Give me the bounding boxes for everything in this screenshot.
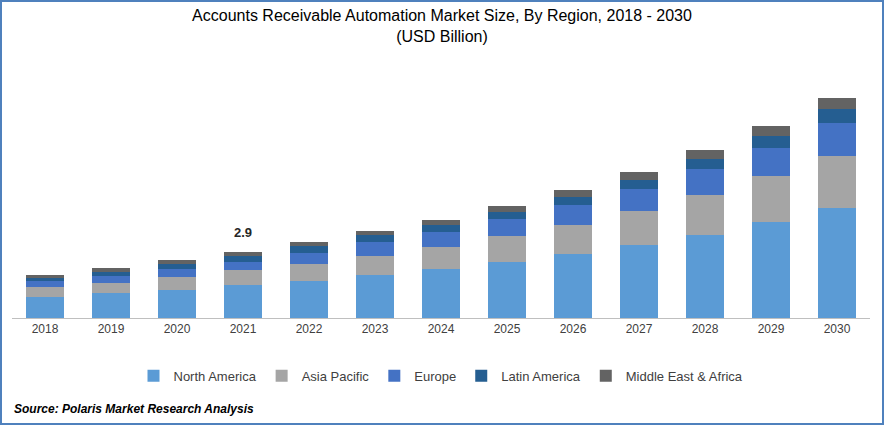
svg-text:2.9: 2.9 [234, 225, 252, 240]
svg-text:Latin America: Latin America [501, 369, 581, 384]
svg-text:2030: 2030 [824, 322, 851, 336]
svg-text:2023: 2023 [362, 322, 389, 336]
svg-text:2021: 2021 [230, 322, 257, 336]
svg-text:2022: 2022 [296, 322, 323, 336]
svg-text:Asia Pacific: Asia Pacific [302, 369, 370, 384]
svg-text:2026: 2026 [560, 322, 587, 336]
svg-text:Europe: Europe [414, 369, 456, 384]
svg-text:Accounts Receivable Automation: Accounts Receivable Automation Market Si… [192, 7, 692, 45]
svg-text:2029: 2029 [758, 322, 785, 336]
svg-text:2025: 2025 [494, 322, 521, 336]
svg-text:Middle East & Africa: Middle East & Africa [626, 369, 743, 384]
svg-text:2027: 2027 [626, 322, 653, 336]
svg-text:2020: 2020 [164, 322, 191, 336]
svg-text:2028: 2028 [692, 322, 719, 336]
svg-text:2019: 2019 [98, 322, 125, 336]
svg-text:North America: North America [174, 369, 257, 384]
svg-text:2024: 2024 [428, 322, 455, 336]
svg-text:Source: Polaris Market Researc: Source: Polaris Market Research Analysis [14, 402, 254, 416]
svg-text:2018: 2018 [32, 322, 59, 336]
